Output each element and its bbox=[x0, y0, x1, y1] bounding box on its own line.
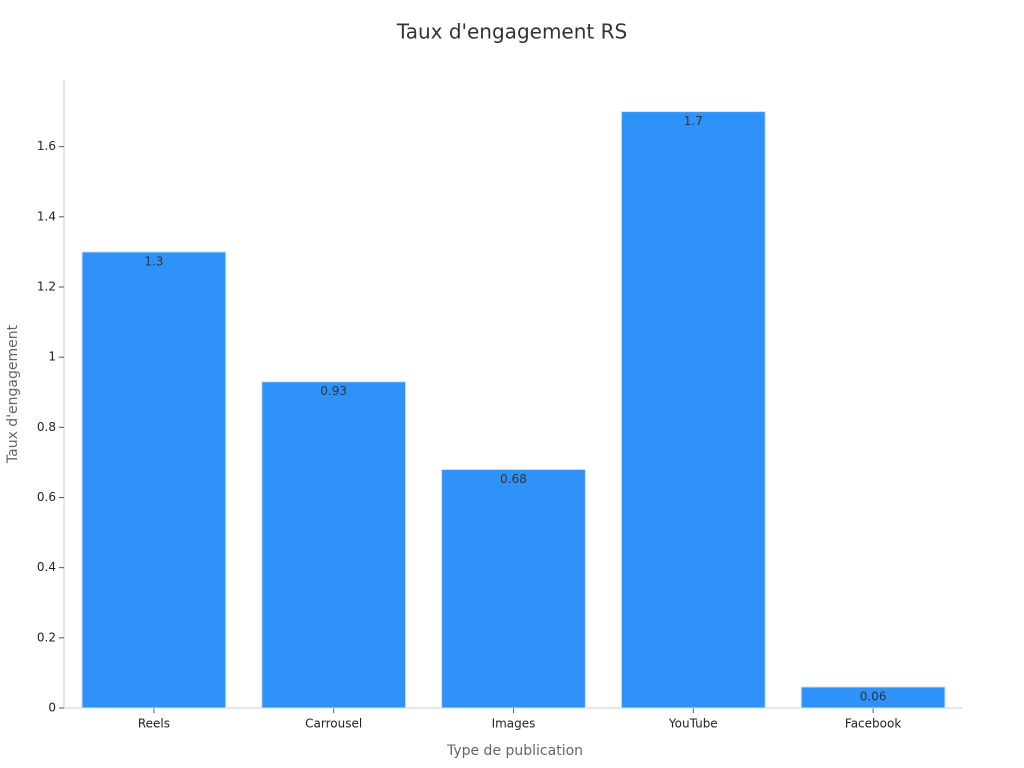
data-label: 1.7 bbox=[684, 114, 703, 128]
data-label: 0.06 bbox=[860, 689, 887, 703]
x-tick-label: Facebook bbox=[845, 717, 901, 731]
y-axis-label: Taux d'engagement bbox=[5, 324, 21, 464]
y-tick-label: 0.8 bbox=[37, 420, 56, 434]
x-tick-label: Images bbox=[492, 717, 536, 731]
data-label: 0.68 bbox=[500, 472, 527, 486]
x-tick-label: Reels bbox=[138, 717, 170, 731]
y-tick-label: 1.6 bbox=[37, 139, 56, 153]
y-tick-label: 0 bbox=[48, 701, 56, 715]
y-tick-label: 1.2 bbox=[37, 279, 56, 293]
y-tick-label: 1 bbox=[48, 350, 56, 364]
y-tick-label: 0.2 bbox=[37, 630, 56, 644]
y-tick-label: 1.4 bbox=[37, 209, 56, 223]
x-tick-label: YouTube bbox=[668, 717, 718, 731]
bar bbox=[620, 111, 766, 709]
x-axis-label: Type de publication bbox=[446, 743, 583, 759]
x-tick-label: Carrousel bbox=[305, 717, 362, 731]
data-label: 0.93 bbox=[320, 384, 347, 398]
y-tick-label: 0.6 bbox=[37, 490, 56, 504]
bar bbox=[261, 381, 407, 709]
bar bbox=[81, 251, 227, 709]
bar bbox=[800, 686, 946, 709]
y-tick-label: 0.4 bbox=[37, 560, 56, 574]
chart-title: Taux d'engagement RS bbox=[396, 20, 627, 44]
data-label: 1.3 bbox=[144, 254, 163, 268]
bar bbox=[441, 468, 586, 709]
